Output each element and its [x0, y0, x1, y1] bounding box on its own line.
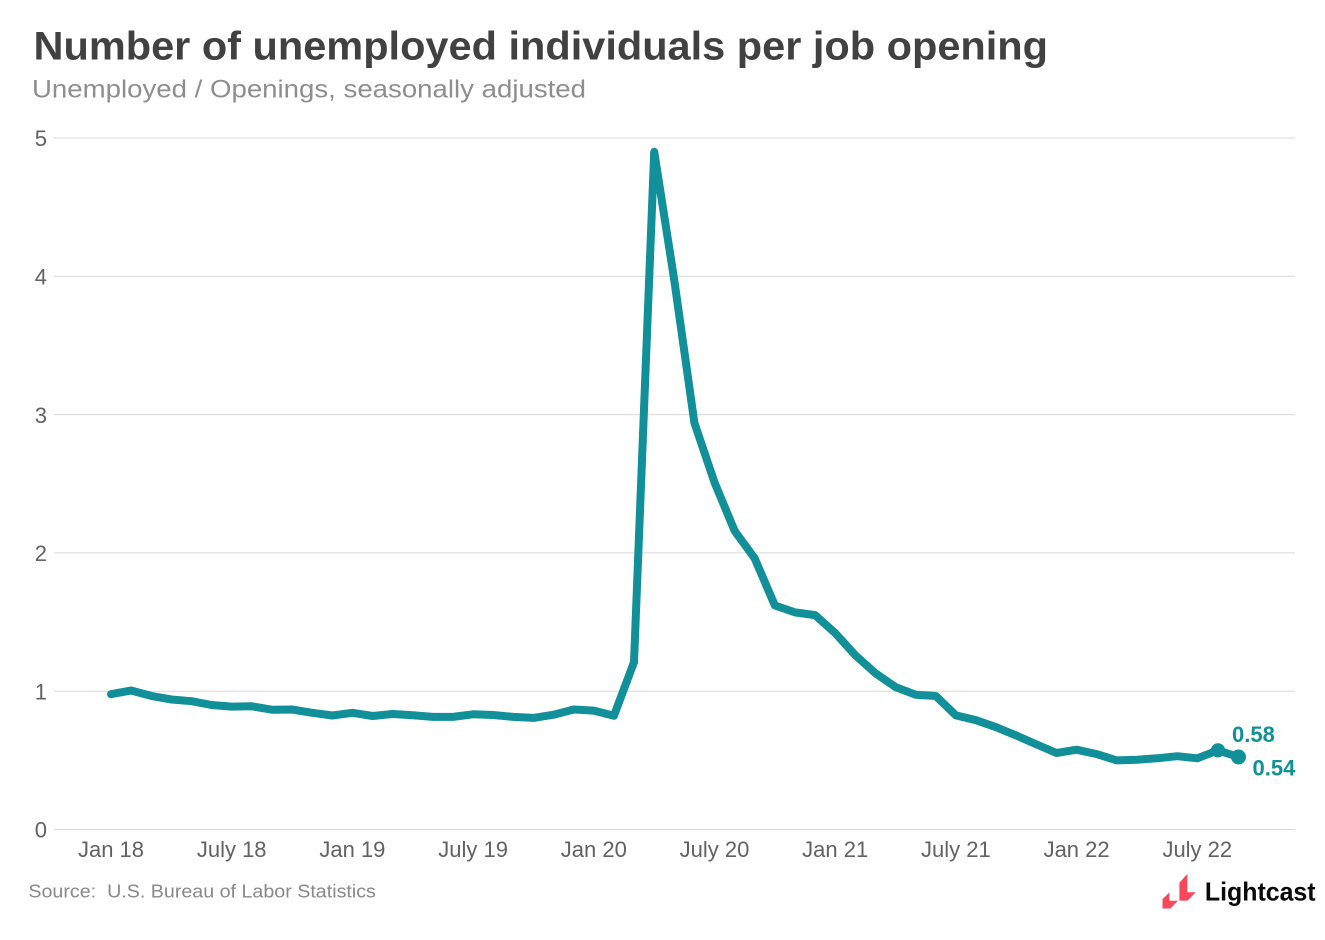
svg-text:Jan 21: Jan 21	[802, 837, 868, 862]
svg-text:Jan 22: Jan 22	[1044, 837, 1110, 862]
svg-text:0.58: 0.58	[1232, 722, 1275, 747]
svg-text:July 22: July 22	[1162, 837, 1232, 862]
svg-text:Jan 20: Jan 20	[561, 837, 627, 862]
svg-text:0: 0	[35, 818, 47, 843]
svg-text:Source: U.S. Bureau of Labor: Source: U.S. Bureau of Labor Statistics	[28, 882, 376, 902]
svg-text:July 20: July 20	[680, 837, 750, 862]
svg-text:0.54: 0.54	[1253, 756, 1297, 781]
svg-text:July 19: July 19	[438, 837, 508, 862]
svg-text:July 21: July 21	[921, 837, 991, 862]
svg-text:Lightcast: Lightcast	[1205, 877, 1316, 907]
svg-text:3: 3	[35, 403, 47, 428]
svg-text:4: 4	[35, 265, 47, 290]
svg-text:2: 2	[35, 541, 47, 566]
svg-text:5: 5	[35, 126, 47, 151]
svg-text:1: 1	[35, 679, 47, 704]
svg-text:Unemployed / Openings, seasona: Unemployed / Openings, seasonally adjust…	[32, 76, 586, 104]
svg-text:Jan 19: Jan 19	[319, 837, 385, 862]
svg-text:July 18: July 18	[197, 837, 267, 862]
svg-text:Number of unemployed individua: Number of unemployed individuals per job…	[34, 24, 1049, 68]
svg-text:Jan 18: Jan 18	[78, 837, 144, 862]
